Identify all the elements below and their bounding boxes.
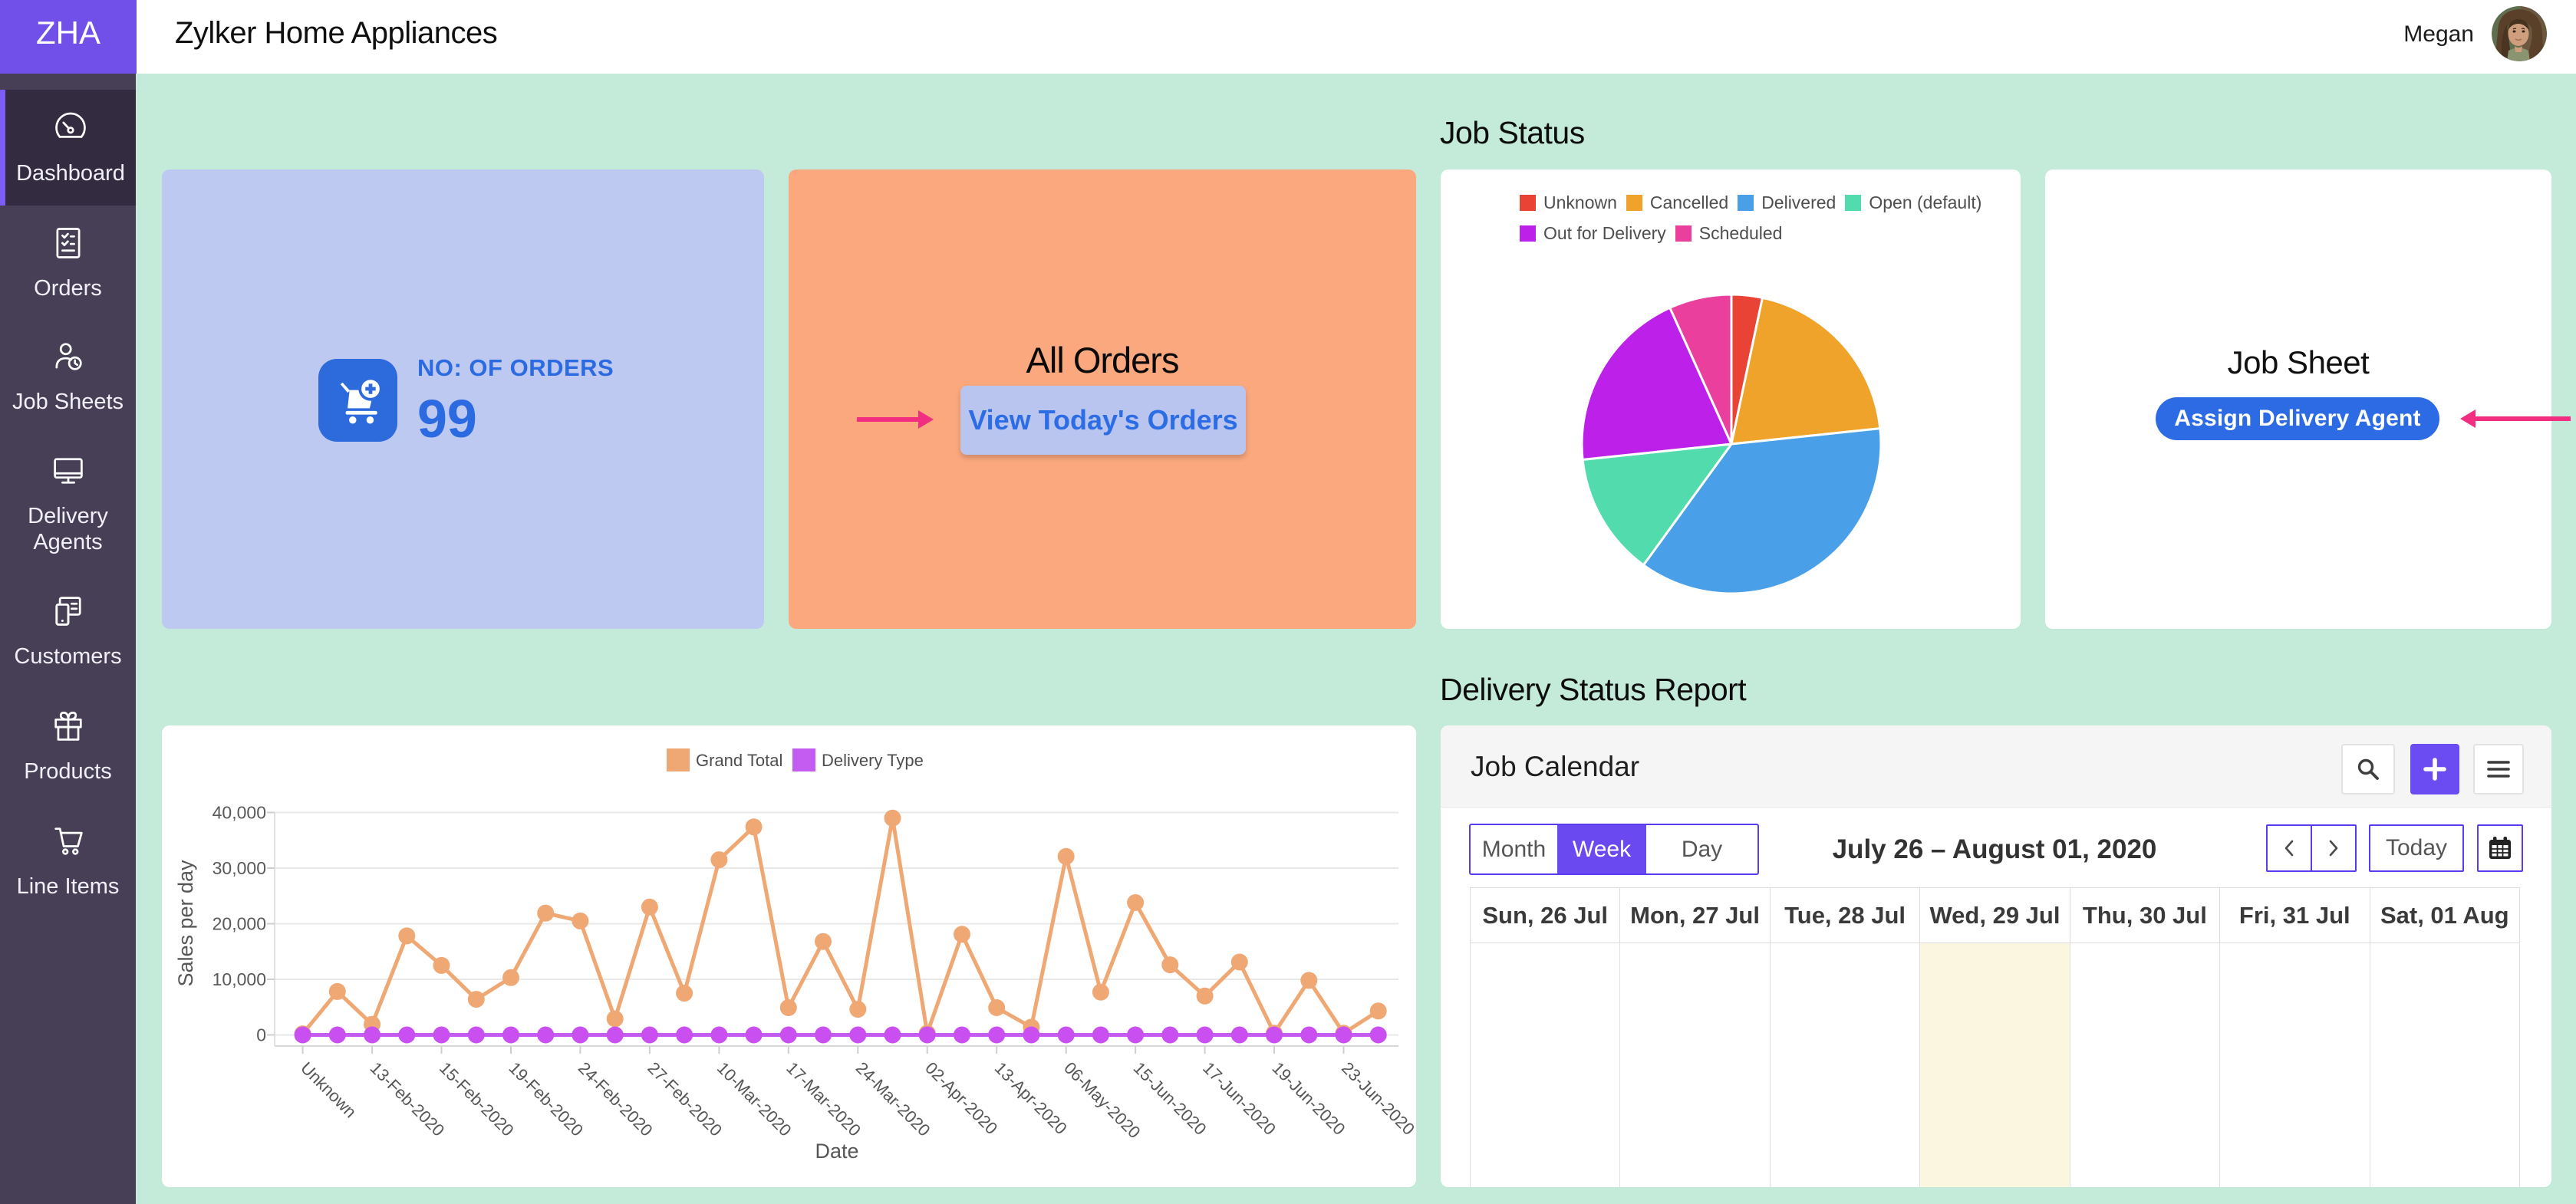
svg-text:20,000: 20,000 [212,914,266,934]
svg-text:Delivery Type: Delivery Type [822,751,924,770]
svg-text:17-Jun-2020: 17-Jun-2020 [1199,1058,1280,1139]
svg-text:Grand Total: Grand Total [696,751,782,770]
svg-text:24-Feb-2020: 24-Feb-2020 [575,1058,657,1140]
svg-text:13-Apr-2020: 13-Apr-2020 [991,1058,1071,1138]
svg-text:Unknown: Unknown [297,1058,361,1122]
svg-text:30,000: 30,000 [212,858,266,878]
svg-text:27-Feb-2020: 27-Feb-2020 [644,1058,726,1140]
svg-text:40,000: 40,000 [212,803,266,823]
svg-text:15-Feb-2020: 15-Feb-2020 [436,1058,518,1140]
svg-text:19-Jun-2020: 19-Jun-2020 [1268,1058,1349,1139]
svg-text:Sales per day: Sales per day [174,860,197,987]
svg-text:10,000: 10,000 [212,969,266,989]
svg-text:17-Mar-2020: 17-Mar-2020 [782,1058,865,1140]
svg-text:Date: Date [815,1140,858,1163]
svg-text:0: 0 [256,1025,266,1045]
svg-text:23-Jun-2020: 23-Jun-2020 [1338,1058,1416,1139]
